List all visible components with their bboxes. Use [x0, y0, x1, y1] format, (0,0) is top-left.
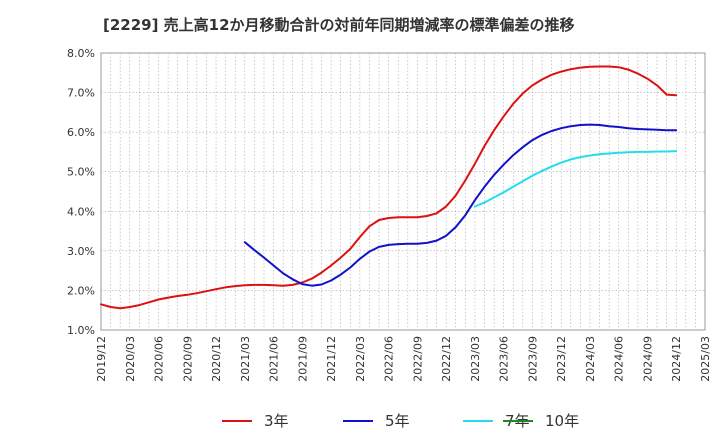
x-tick-label: 2024/12	[670, 336, 683, 382]
legend-label: 5年	[385, 412, 410, 430]
x-tick-label: 2020/03	[124, 336, 137, 382]
x-tick-label: 2025/03	[699, 336, 712, 382]
x-tick-label: 2023/06	[498, 336, 511, 382]
x-tick-label: 2024/06	[613, 336, 626, 382]
legend-label: 10年	[545, 412, 580, 430]
legend-label: 3年	[264, 412, 289, 430]
legend-swatch	[222, 419, 252, 422]
legend-swatch	[463, 419, 493, 422]
y-tick-label: 6.0%	[67, 126, 95, 139]
legend-item-2: 5年	[343, 410, 410, 431]
y-tick-label: 2.0%	[67, 284, 95, 297]
x-tick-label: 2020/12	[210, 336, 223, 382]
x-tick-label: 2022/06	[383, 336, 396, 382]
x-tick-label: 2021/06	[268, 336, 281, 382]
y-tick-label: 7.0%	[67, 87, 95, 100]
x-tick-label: 2023/12	[555, 336, 568, 382]
legend-item-4: 10年	[503, 410, 579, 431]
x-tick-label: 2020/09	[181, 336, 194, 382]
x-axis-tick-labels: 2019/12 2020/03 2020/06 2020/09 2020/12 2021/…	[95, 336, 712, 382]
y-tick-label: 5.0%	[67, 166, 95, 179]
series-line-1	[100, 65, 678, 310]
series-line-3	[473, 150, 678, 208]
x-tick-label: 2020/06	[153, 336, 166, 382]
x-tick-label: 2022/12	[440, 336, 453, 382]
legend-swatch	[503, 419, 533, 422]
y-tick-label: 4.0%	[67, 205, 95, 218]
x-tick-label: 2021/12	[325, 336, 338, 382]
x-tick-label: 2021/09	[296, 336, 309, 382]
x-tick-label: 2023/09	[526, 336, 539, 382]
gridlines	[101, 53, 705, 330]
y-axis-tick-labels: 1.0% 2.0% 3.0% 4.0% 5.0% 6.0% 7.0% 8.0%	[67, 47, 95, 337]
chart-title: [2229] 売上高12か月移動合計の対前年同期増減率の標準偏差の推移	[103, 16, 575, 34]
x-tick-label: 2022/09	[411, 336, 424, 382]
y-tick-label: 3.0%	[67, 245, 95, 258]
legend-item-1: 3年	[222, 410, 289, 431]
series-line-2	[243, 123, 678, 287]
x-tick-label: 2022/03	[354, 336, 367, 382]
plot-area	[100, 52, 706, 331]
x-tick-label: 2023/03	[469, 336, 482, 382]
x-tick-label: 2019/12	[95, 336, 108, 382]
x-tick-label: 2024/09	[641, 336, 654, 382]
y-tick-label: 1.0%	[67, 324, 95, 337]
series-lines	[100, 65, 678, 310]
y-tick-label: 8.0%	[67, 47, 95, 60]
legend-swatch	[343, 419, 373, 422]
x-tick-label: 2021/03	[239, 336, 252, 382]
x-tick-label: 2024/03	[584, 336, 597, 382]
